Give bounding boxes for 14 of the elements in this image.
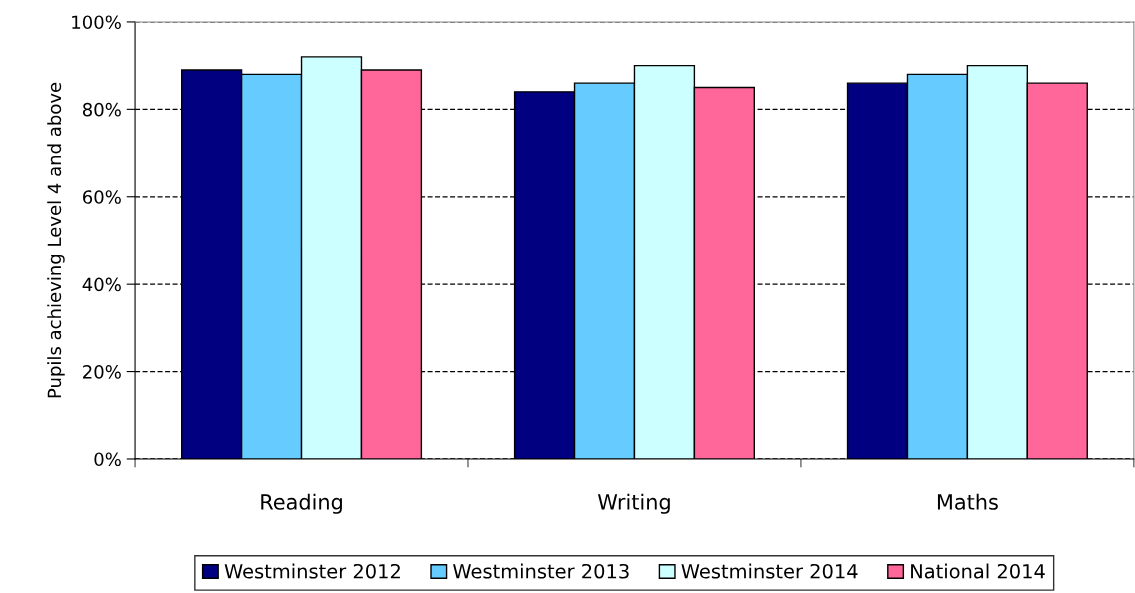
y-tick-label: 80% (82, 102, 121, 117)
legend-label: National 2014 (911, 563, 1045, 579)
x-tick-label: Reading (261, 493, 342, 514)
legend-label: Westminster 2014 (681, 563, 858, 579)
y-tick-label: 0% (94, 452, 121, 467)
y-tick-label: 40% (82, 277, 121, 292)
legend-label: Westminster 2013 (453, 563, 629, 579)
y-axis-title: Pupils achieving Level 4 and above (47, 82, 65, 398)
legend-label: Westminster 2012 (224, 563, 400, 579)
x-tick-label: Writing (597, 493, 670, 514)
x-tick-label: Maths (937, 493, 998, 510)
y-tick-label: 20% (83, 365, 121, 379)
y-tick-label: 100% (72, 15, 121, 30)
y-tick-label: 60% (83, 190, 121, 204)
